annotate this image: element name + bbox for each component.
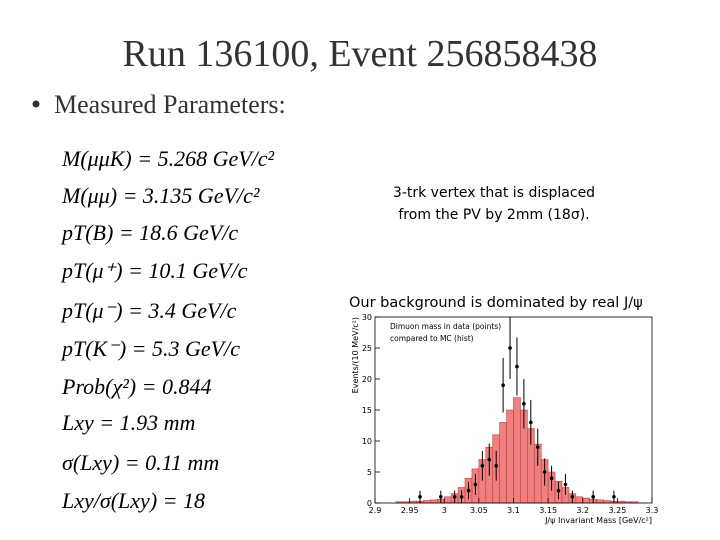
y-tick-label: 5 <box>367 468 372 477</box>
data-point <box>612 495 616 499</box>
background-note: Our background is dominated by real J/ψ <box>349 295 643 311</box>
data-point <box>473 482 478 487</box>
equation: Lxy/σ(Lxy) = 18 <box>61 488 205 513</box>
y-tick-label: 0 <box>367 499 372 508</box>
y-axis-label: Events/(10 MeV/c²) <box>351 317 360 393</box>
data-point <box>563 482 568 487</box>
equation: Prob(χ²) = 0.844 <box>61 374 211 399</box>
y-tick-label: 30 <box>362 313 372 322</box>
hist-bar <box>596 499 604 504</box>
data-point <box>522 402 526 406</box>
data-point <box>452 495 457 499</box>
hist-bar <box>430 499 438 504</box>
hist-bar <box>499 422 507 504</box>
data-point <box>529 420 533 425</box>
data-point <box>591 495 595 499</box>
x-tick-label: 3.1 <box>507 506 520 515</box>
x-axis-label: J/ψ Invariant Mass [GeV/c²] <box>544 516 652 525</box>
hist-bar <box>443 496 452 504</box>
data-point <box>480 464 485 468</box>
y-tick-label: 20 <box>362 375 372 384</box>
x-tick-label: 3.25 <box>608 506 626 515</box>
hist-bar <box>575 496 584 504</box>
x-tick-label: 3.15 <box>539 506 557 515</box>
data-point <box>466 488 471 493</box>
x-tick-label: 3.05 <box>470 506 488 515</box>
plot-annotation: compared to MC (hist) <box>390 334 474 343</box>
equation: M(μμK) = 5.268 GeV/c² <box>61 146 275 171</box>
data-point <box>494 464 498 468</box>
data-point <box>570 495 575 499</box>
equation: pT(K⁻) = 5.3 GeV/c <box>60 336 240 361</box>
x-tick-label: 3.3 <box>646 506 659 515</box>
data-point <box>418 495 422 499</box>
x-tick-label: 3.2 <box>576 506 589 515</box>
data-point <box>459 495 464 499</box>
data-point <box>508 346 512 350</box>
x-tick-label: 2.95 <box>401 506 419 515</box>
data-point <box>549 476 554 481</box>
equation: σ(Lxy) = 0.11 mm <box>62 450 219 475</box>
hist-bar <box>513 397 521 504</box>
data-point <box>501 383 505 388</box>
y-tick-label: 25 <box>362 344 372 353</box>
data-point <box>515 364 519 369</box>
equation: pT(μ⁻) = 3.4 GeV/c <box>60 298 237 323</box>
equation: pT(μ⁺) = 10.1 GeV/c <box>60 258 248 283</box>
data-point <box>438 495 443 499</box>
equation: pT(B) = 18.6 GeV/c <box>60 220 238 245</box>
data-point <box>487 457 492 462</box>
equation: M(μμ) = 3.135 GeV/c² <box>61 183 260 208</box>
hist-bar <box>582 497 590 504</box>
y-tick-label: 15 <box>362 406 372 415</box>
data-point <box>535 445 540 450</box>
slide-title: Run 136100, Event 256858438 <box>123 33 598 75</box>
x-tick-label: 2.9 <box>369 506 382 515</box>
data-point <box>542 470 547 474</box>
note-line: from the PV by 2mm (18σ). <box>398 207 589 223</box>
x-tick-label: 3 <box>442 506 447 515</box>
y-tick-label: 10 <box>362 437 372 446</box>
data-point <box>556 488 561 493</box>
note-line: 3-trk vertex that is displaced <box>393 185 595 201</box>
bullet-text: Measured Parameters: <box>54 90 286 119</box>
bullet-dot <box>32 100 40 108</box>
equation: Lxy = 1.93 mm <box>61 410 195 435</box>
plot-annotation: Dimuon mass in data (points) <box>390 322 501 331</box>
hist-bar <box>506 409 514 504</box>
